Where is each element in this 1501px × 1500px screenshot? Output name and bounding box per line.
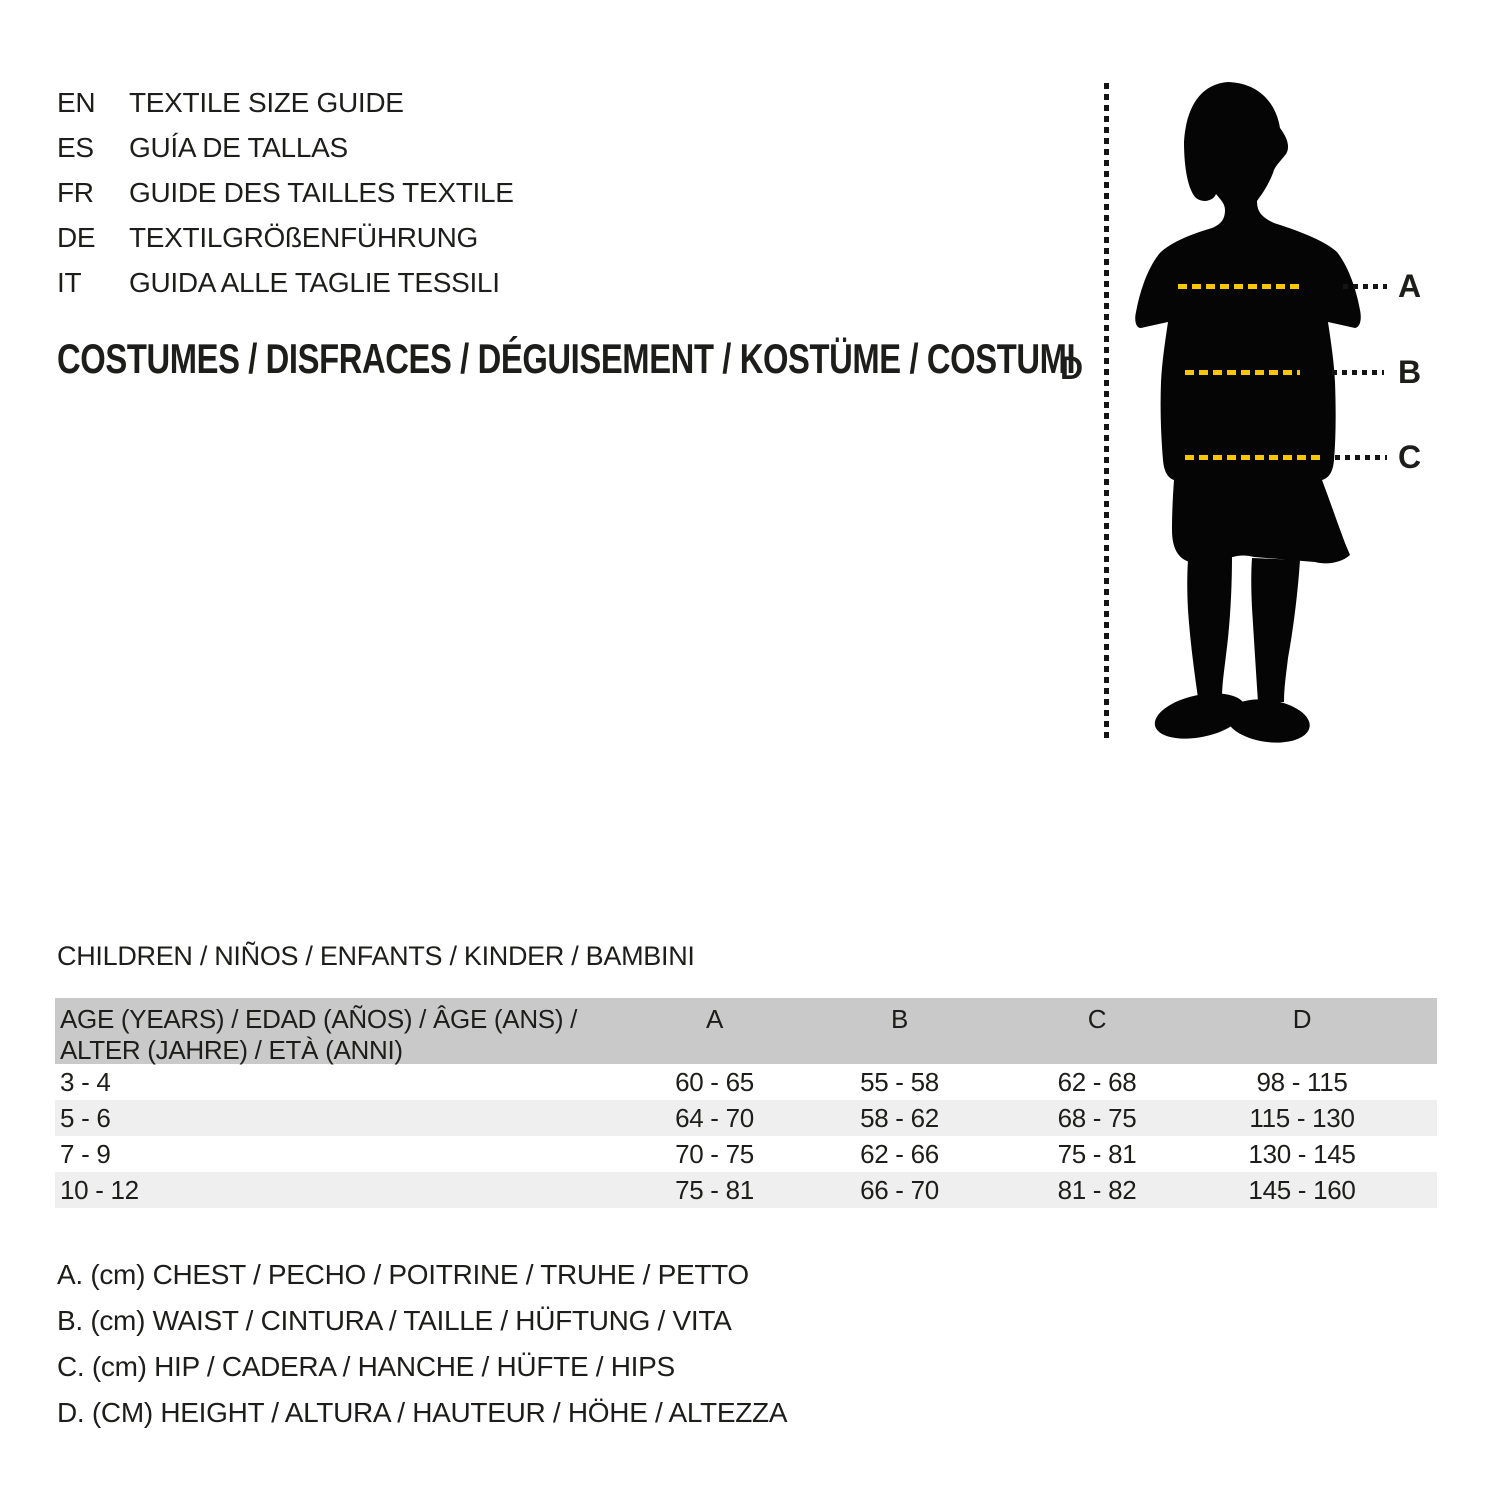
height-cell: 145 - 160 bbox=[1248, 1175, 1356, 1205]
legend-waist: B. (cm) WAIST / CINTURA / TAILLE / HÜFTU… bbox=[57, 1305, 732, 1336]
age-column-header: AGE (YEARS) / EDAD (AÑOS) / ÂGE (ANS) / … bbox=[55, 998, 622, 1066]
chest-pointer-line bbox=[1343, 284, 1387, 289]
legend-hip: C. (cm) HIP / CADERA / HANCHE / HÜFTE / … bbox=[57, 1351, 675, 1382]
height-cell: 98 - 115 bbox=[1256, 1067, 1348, 1097]
lang-code: ES bbox=[57, 132, 94, 163]
lang-row-es: ES GUÍA DE TALLAS bbox=[57, 125, 514, 170]
lang-code: FR bbox=[57, 177, 94, 208]
measure-label-a: A bbox=[1398, 268, 1421, 304]
table-row: 5 - 6 64 - 70 58 - 62 68 - 75 115 - 130 bbox=[55, 1100, 1437, 1136]
chest-measure-line bbox=[1178, 284, 1303, 289]
lang-label: GUIDA ALLE TAGLIE TESSILI bbox=[129, 267, 500, 298]
lang-row-en: EN TEXTILE SIZE GUIDE bbox=[57, 80, 514, 125]
waist-cell: 62 - 66 bbox=[860, 1139, 939, 1169]
age-cell: 7 - 9 bbox=[60, 1139, 111, 1169]
waist-cell: 66 - 70 bbox=[860, 1175, 939, 1205]
table-title: CHILDREN / NIÑOS / ENFANTS / KINDER / BA… bbox=[57, 941, 695, 971]
lang-label: TEXTILE SIZE GUIDE bbox=[129, 87, 404, 118]
lang-code: EN bbox=[57, 87, 96, 118]
lang-row-de: DE TEXTILGRÖßENFÜHRUNG bbox=[57, 215, 514, 260]
lang-row-fr: FR GUIDE DES TAILLES TEXTILE bbox=[57, 170, 514, 215]
lang-label: GUIDE DES TAILLES TEXTILE bbox=[129, 177, 514, 208]
waist-cell: 55 - 58 bbox=[860, 1067, 939, 1097]
chest-cell: 70 - 75 bbox=[675, 1139, 754, 1169]
hip-cell: 68 - 75 bbox=[1057, 1103, 1137, 1133]
age-cell: 10 - 12 bbox=[60, 1175, 139, 1205]
legend-height: D. (CM) HEIGHT / ALTURA / HAUTEUR / HÖHE… bbox=[57, 1397, 788, 1428]
hip-measure-line bbox=[1185, 455, 1322, 460]
chest-cell: 60 - 65 bbox=[675, 1067, 754, 1097]
table-header-row: AGE (YEARS) / EDAD (AÑOS) / ÂGE (ANS) / … bbox=[55, 998, 1437, 1066]
child-silhouette bbox=[1135, 82, 1361, 743]
lang-label: TEXTILGRÖßENFÜHRUNG bbox=[129, 222, 478, 253]
hip-cell: 62 - 68 bbox=[1057, 1067, 1137, 1097]
measure-label-b: B bbox=[1398, 354, 1421, 390]
category-title: COSTUMES / DISFRACES / DÉGUISEMENT / KOS… bbox=[57, 335, 1076, 382]
measure-label-d: D bbox=[1060, 350, 1083, 386]
height-cell: 130 - 145 bbox=[1248, 1139, 1356, 1169]
lang-code: IT bbox=[57, 267, 82, 298]
waist-measure-line bbox=[1185, 370, 1300, 375]
lang-label: GUÍA DE TALLAS bbox=[129, 132, 348, 163]
measurement-legend: A. (cm) CHEST / PECHO / POITRINE / TRUHE… bbox=[57, 1252, 788, 1436]
lang-code: DE bbox=[57, 222, 96, 253]
language-list: EN TEXTILE SIZE GUIDE ES GUÍA DE TALLAS … bbox=[57, 80, 514, 305]
age-header-line1: AGE (YEARS) / EDAD (AÑOS) / ÂGE (ANS) / bbox=[60, 1004, 578, 1034]
hip-pointer-line bbox=[1335, 455, 1387, 460]
chest-cell: 64 - 70 bbox=[675, 1103, 754, 1133]
legend-chest: A. (cm) CHEST / PECHO / POITRINE / TRUHE… bbox=[57, 1259, 749, 1290]
measurement-figure: D A B C bbox=[1040, 70, 1480, 770]
waist-cell: 58 - 62 bbox=[860, 1103, 939, 1133]
age-cell: 5 - 6 bbox=[60, 1103, 111, 1133]
lang-row-it: IT GUIDA ALLE TAGLIE TESSILI bbox=[57, 260, 514, 305]
hip-cell: 81 - 82 bbox=[1057, 1175, 1137, 1205]
chest-cell: 75 - 81 bbox=[675, 1175, 754, 1205]
table-row: 10 - 12 75 - 81 66 - 70 81 - 82 145 - 16… bbox=[55, 1172, 1437, 1208]
height-measure-line-d bbox=[1104, 83, 1109, 743]
waist-pointer-line bbox=[1332, 370, 1384, 375]
column-header-a: A bbox=[705, 1004, 724, 1034]
measure-label-c: C bbox=[1398, 439, 1421, 475]
column-header-c: C bbox=[1087, 1004, 1107, 1034]
column-header-d: D bbox=[1292, 1004, 1312, 1034]
height-cell: 115 - 130 bbox=[1249, 1103, 1355, 1133]
column-header-b: B bbox=[890, 1004, 909, 1034]
table-row: 7 - 9 70 - 75 62 - 66 75 - 81 130 - 145 bbox=[55, 1136, 1437, 1172]
hip-cell: 75 - 81 bbox=[1057, 1139, 1137, 1169]
age-header-line2: ALTER (JAHRE) / ETÀ (ANNI) bbox=[60, 1035, 403, 1065]
table-row: 3 - 4 60 - 65 55 - 58 62 - 68 98 - 115 bbox=[55, 1064, 1437, 1100]
age-cell: 3 - 4 bbox=[60, 1067, 111, 1097]
size-table: AGE (YEARS) / EDAD (AÑOS) / ÂGE (ANS) / … bbox=[55, 998, 1437, 1208]
